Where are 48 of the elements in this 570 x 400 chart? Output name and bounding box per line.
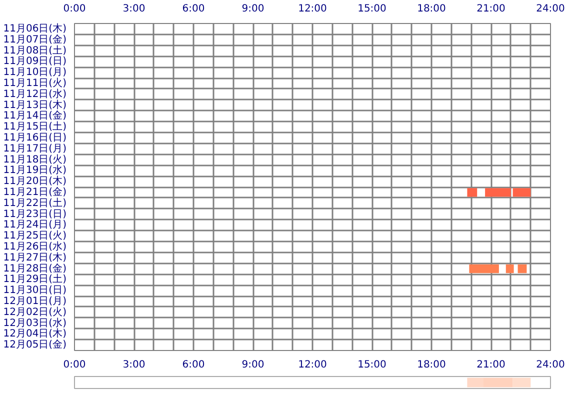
x-tick-label: 0:00 <box>63 4 86 14</box>
y-tick-label: 11月22日(土) <box>3 196 67 209</box>
x2-tick-label: 9:00 <box>242 360 264 370</box>
y-tick-label: 11月18日(火) <box>3 153 67 166</box>
y-tick-label: 12月03日(水) <box>3 316 67 329</box>
y-tick-label: 11月28日(金) <box>3 262 67 274</box>
y-tick-label: 11月12日(水) <box>3 88 67 100</box>
y-tick-label: 11月17日(月) <box>3 143 67 154</box>
y-tick-label: 11月16日(日) <box>3 132 67 144</box>
y-tick-label: 11月27日(木) <box>3 251 67 264</box>
x2-tick-label: 24:00 <box>536 360 565 370</box>
x-tick-label: 12:00 <box>298 4 327 14</box>
y-tick-label: 11月25日(火) <box>3 230 67 242</box>
y-tick-label: 11月30日(日) <box>3 285 67 296</box>
y-tick-label: 11月15日(土) <box>3 120 67 133</box>
y-tick-label: 11月09日(日) <box>3 56 67 68</box>
y-tick-label: 11月19日(水) <box>3 164 67 176</box>
y-tick-label: 11月24日(月) <box>3 220 67 231</box>
y-tick-label: 11月21日(金) <box>3 186 67 198</box>
y-tick-label: 12月01日(月) <box>3 296 67 307</box>
y-tick-label: 12月04日(木) <box>3 328 67 340</box>
x-tick-label: 9:00 <box>242 4 264 14</box>
x-tick-label: 18:00 <box>417 4 446 14</box>
x2-tick-label: 18:00 <box>417 360 446 370</box>
x-tick-label: 3:00 <box>122 4 146 14</box>
x-tick-label: 21:00 <box>476 4 506 14</box>
y-tick-label: 11月29日(土) <box>3 273 67 286</box>
x2-tick-label: 3:00 <box>122 360 146 370</box>
y-tick-label: 12月02日(火) <box>3 306 67 318</box>
x2-tick-label: 0:00 <box>63 360 86 370</box>
y-tick-label: 11月11日(火) <box>3 76 67 89</box>
y-tick-label: 12月05日(金) <box>3 338 67 351</box>
y-tick-label: 11月14日(金) <box>3 110 67 122</box>
x2-tick-label: 15:00 <box>358 360 386 370</box>
y-tick-label: 11月26日(水) <box>3 240 67 252</box>
y-tick-label: 11月23日(日) <box>3 208 67 220</box>
x-tick-label: 6:00 <box>182 4 205 14</box>
y-tick-label: 11月06日(木) <box>3 22 67 34</box>
x2-tick-label: 21:00 <box>476 360 506 370</box>
x2-tick-label: 6:00 <box>182 360 205 370</box>
x2-tick-label: 12:00 <box>298 360 327 370</box>
x-tick-label: 15:00 <box>358 4 386 14</box>
x-tick-label: 24:00 <box>536 4 565 14</box>
y-tick-label: 11月10日(月) <box>3 67 67 78</box>
y-tick-label: 11月20日(木) <box>3 175 67 188</box>
y-tick-label: 11月08日(土) <box>3 44 67 56</box>
y-tick-label: 11月13日(木) <box>3 98 67 111</box>
y-tick-label: 11月07日(金) <box>3 33 67 46</box>
